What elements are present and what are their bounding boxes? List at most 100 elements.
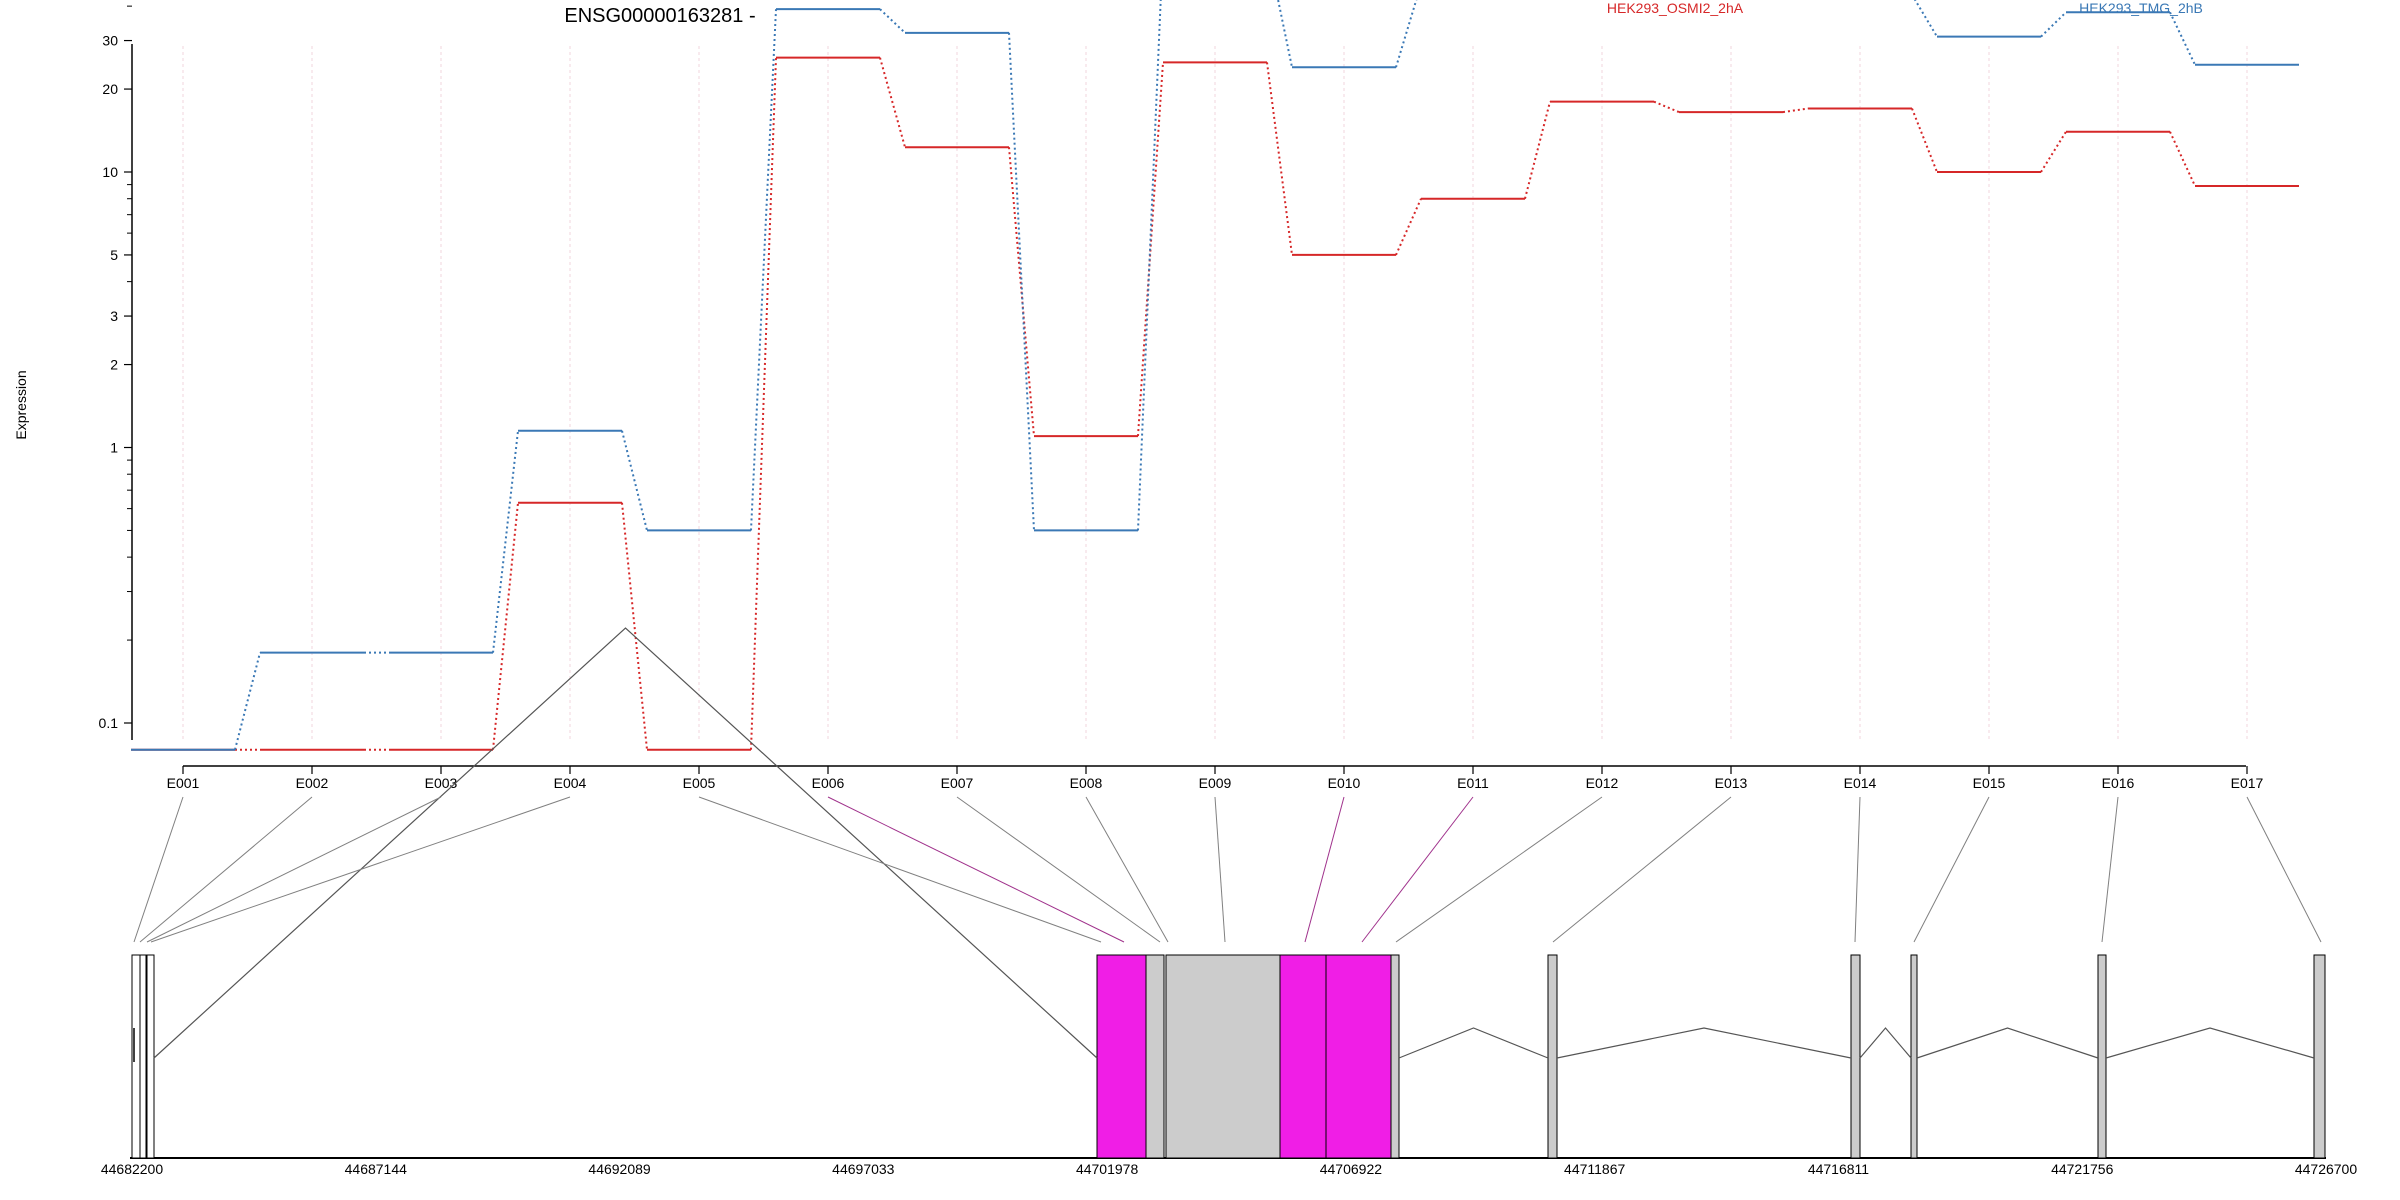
- series-connector: [750, 57, 777, 750]
- exon-connector-e011: [1361, 796, 1474, 943]
- series-connector: [1266, 62, 1293, 256]
- y-tick-label: 0.1: [99, 715, 119, 731]
- exon-connector-e005: [698, 796, 1102, 943]
- series-connector: [1277, 0, 1293, 68]
- exon-block: [1165, 954, 1281, 1159]
- exon-connector-e008: [1085, 796, 1169, 943]
- x-tick-label-e012: E012: [1586, 775, 1619, 791]
- x-tick-label-e004: E004: [554, 775, 587, 791]
- genomic-coordinate-label: 44682200: [101, 1161, 164, 1177]
- x-tick-label-e006: E006: [812, 775, 845, 791]
- genomic-coordinate-label: 44692089: [588, 1161, 651, 1177]
- legend-label-osmi2: HEK293_OSMI2_2hA: [1607, 0, 1744, 16]
- exon-block: [1850, 954, 1861, 1159]
- x-ticks: E001 E002 E003 E004 E005 E006 E007 E008 E009 E010…: [167, 766, 2264, 791]
- series: [131, 0, 2299, 751]
- genomic-coordinate-label: 44687144: [345, 1161, 408, 1177]
- x-tick-label-e015: E015: [1973, 775, 2006, 791]
- exon-connector-e004: [150, 796, 571, 943]
- exon-connector-e001: [133, 796, 184, 943]
- exon-connector-e007: [956, 796, 1161, 943]
- series-connector: [879, 57, 906, 148]
- series-connector: [621, 502, 648, 750]
- intron-line: [1916, 1027, 2099, 1059]
- chart-title: ENSG00000163281 -: [564, 5, 755, 27]
- y-tick-label: 5: [110, 247, 118, 263]
- x-tick-label-e005: E005: [683, 775, 716, 791]
- exon-block: [131, 954, 141, 1159]
- exon-connector-e003: [146, 796, 442, 943]
- y-tick-label: 20: [102, 81, 118, 97]
- genomic-coordinate-label: 44706922: [1320, 1161, 1383, 1177]
- genomic-coordinate-label: 44726700: [2295, 1161, 2358, 1177]
- series-connector: [1395, 198, 1422, 256]
- exon-connector-e010: [1304, 796, 1345, 943]
- series-connector: [2040, 131, 2067, 173]
- genomic-coordinate-label: 44697033: [832, 1161, 895, 1177]
- exon-connector-e013: [1552, 796, 1732, 943]
- intron-line: [153, 627, 1098, 1059]
- series-connector: [1524, 101, 1551, 199]
- series-connector: [234, 652, 261, 750]
- series-connector: [1911, 108, 1938, 173]
- genomic-coordinate-label: 44701978: [1076, 1161, 1139, 1177]
- series-connector: [750, 9, 777, 531]
- x-tick-label-e002: E002: [296, 775, 329, 791]
- series-connector: [621, 430, 648, 531]
- x-tick-label-e001: E001: [167, 775, 200, 791]
- intron-line: [1398, 1027, 1549, 1059]
- x-tick-label-e009: E009: [1199, 775, 1232, 791]
- exon-block: [1096, 954, 1147, 1159]
- x-tick-label-e014: E014: [1844, 775, 1877, 791]
- x-tick-label-e013: E013: [1715, 775, 1748, 791]
- intron-line: [2105, 1027, 2315, 1059]
- x-tick-label-e008: E008: [1070, 775, 1103, 791]
- gene-model: 44682200 44687144 44692089 44697033 44701978…: [101, 627, 2358, 1177]
- exon-block: [2097, 954, 2107, 1159]
- exon-connector-e014: [1854, 796, 1861, 943]
- y-ticks: 0.1123510203050: [99, 5, 132, 731]
- exon-block: [1547, 954, 1558, 1159]
- legend-label-tmg: HEK293_TMG_2hB: [2079, 0, 2203, 16]
- x-tick-label-e016: E016: [2102, 775, 2135, 791]
- x-tick-label-e017: E017: [2231, 775, 2264, 791]
- intron-line: [1556, 1027, 1852, 1059]
- y-tick-label: 1: [110, 440, 118, 456]
- x-tick-label-e010: E010: [1328, 775, 1361, 791]
- series-HEK293_OSMI2_2hA: [131, 56, 2299, 751]
- exon-connector-e012: [1395, 796, 1603, 943]
- series-connector: [879, 8, 906, 34]
- series-connector: [2169, 131, 2196, 187]
- exon-connector-e016: [2101, 796, 2119, 943]
- genomic-coordinate-label: 44711867: [1564, 1161, 1625, 1177]
- x-tick-label-e003: E003: [425, 775, 458, 791]
- intron-line: [1859, 1027, 1912, 1059]
- series-connector: [1008, 32, 1035, 531]
- exon-connector-e009: [1214, 796, 1226, 943]
- grid: [182, 46, 2248, 740]
- series-connector: [1653, 100, 1680, 114]
- series-HEK293_TMG_2hB: [131, 0, 2299, 751]
- exon-block: [1279, 954, 1327, 1159]
- genomic-coordinate-label: 44721756: [2051, 1161, 2114, 1177]
- series-connector: [2040, 11, 2067, 38]
- series-connector: [1395, 0, 1418, 68]
- exon-block: [146, 954, 155, 1159]
- genomic-coordinate-label: 44716811: [1808, 1161, 1869, 1177]
- exon-block: [1145, 954, 1165, 1159]
- exon-connector-e015: [1913, 796, 1990, 943]
- exon-block: [139, 954, 147, 1159]
- exon-block: [1390, 954, 1400, 1159]
- series-connector: [1913, 0, 1938, 38]
- y-axis-label: Expression: [13, 370, 29, 439]
- exon-block: [1910, 954, 1918, 1159]
- series-connector: [1008, 147, 1035, 437]
- x-tick-label-e011: E011: [1457, 775, 1489, 791]
- x-tick-label-e007: E007: [941, 775, 974, 791]
- y-tick-label: 30: [102, 33, 118, 49]
- exon-block: [1325, 954, 1392, 1159]
- series-connector: [1782, 107, 1809, 114]
- y-tick-label: 3: [110, 308, 118, 324]
- series-connector: [492, 430, 519, 653]
